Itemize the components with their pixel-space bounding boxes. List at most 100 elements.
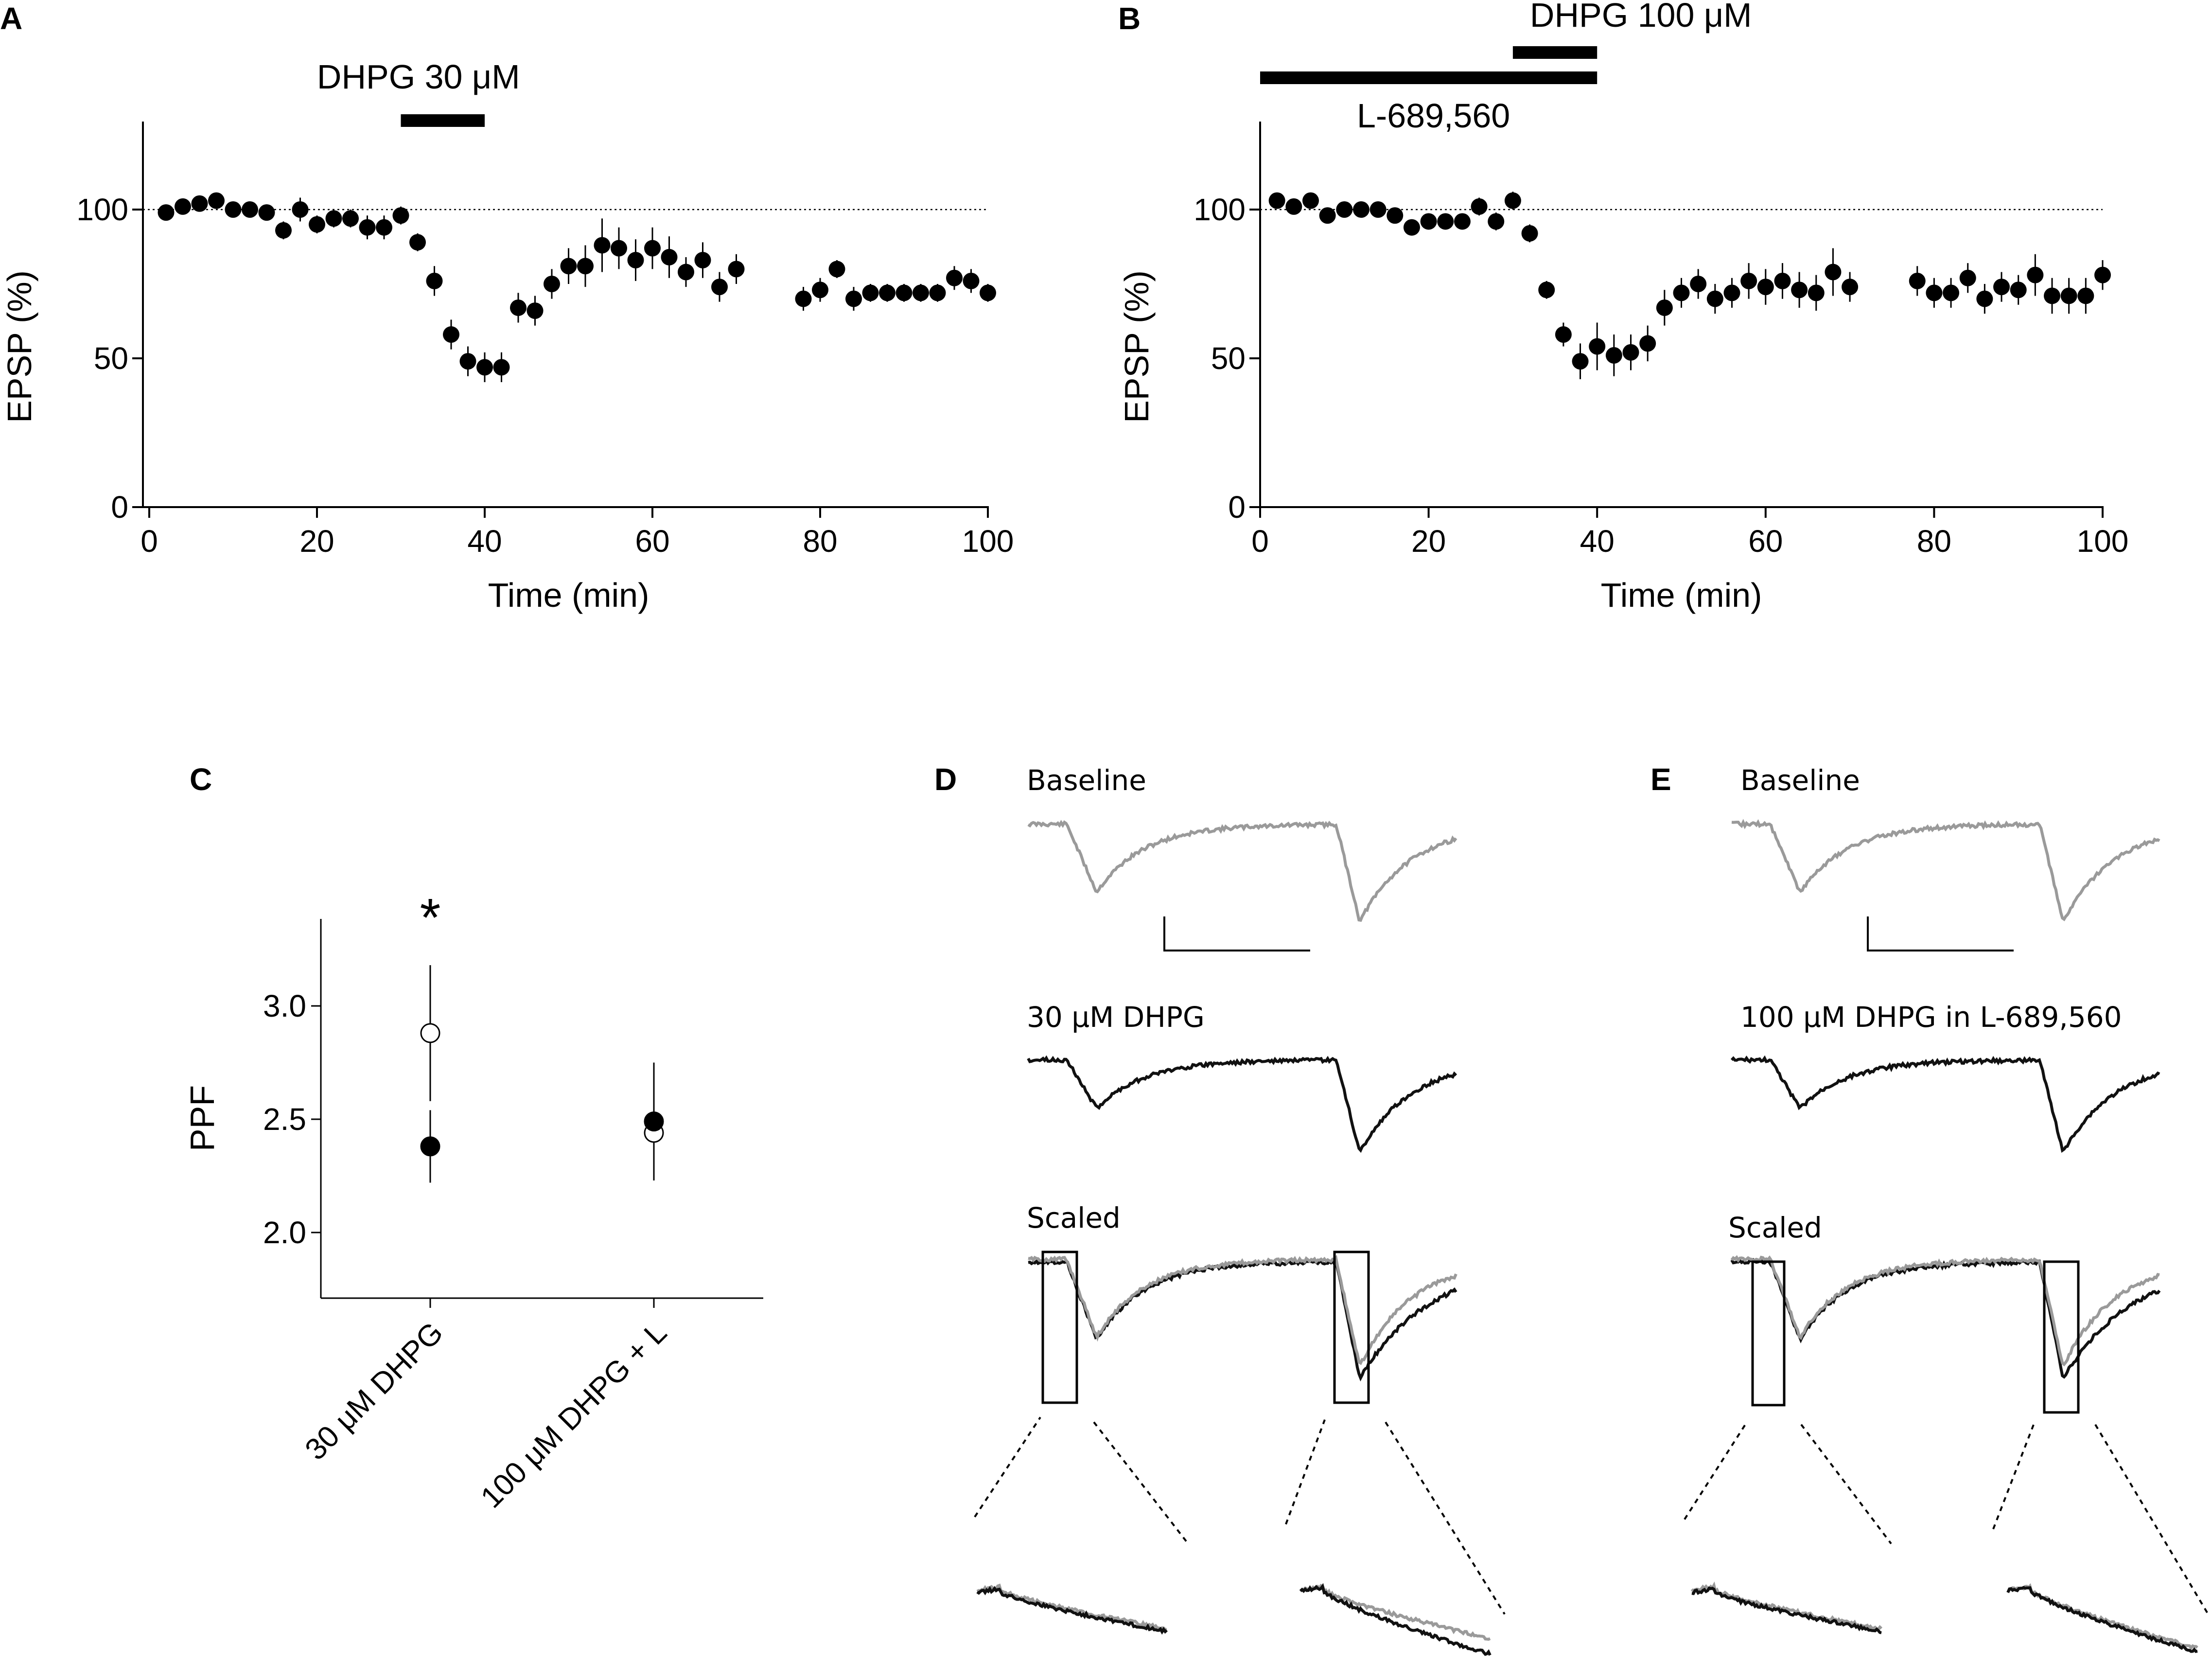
panel-a: A 0 20 40 60 80 100 0 50 100 Time (min) EPSP (%) DH… <box>0 1 1014 614</box>
data-point <box>2077 287 2094 304</box>
data-point <box>913 284 929 301</box>
zoom-guide-line <box>1800 1424 1892 1545</box>
zoom-box <box>1041 1250 1078 1404</box>
data-point <box>627 252 644 269</box>
panel-label-a: A <box>0 1 22 36</box>
x-axis-label: Time (min) <box>1601 576 1762 614</box>
scaled-baseline-trace <box>1028 1254 1457 1365</box>
data-point <box>1690 276 1707 292</box>
data-point <box>1319 207 1336 224</box>
data-point <box>560 258 577 275</box>
data-point <box>594 237 611 254</box>
category-label: 100 μM DHPG + L <box>474 1316 673 1515</box>
drug-trace <box>1027 1055 1457 1153</box>
zoom-guide-line <box>1992 1422 2036 1530</box>
data-point <box>862 284 879 301</box>
data-point <box>711 279 728 296</box>
scaled-baseline-trace <box>1730 1255 2160 1367</box>
data-point <box>728 261 745 278</box>
data-point <box>1673 284 1690 301</box>
data-point <box>1740 272 1757 289</box>
data-point <box>359 219 376 236</box>
data-point <box>1352 201 1369 218</box>
x-tick-label: 80 <box>1917 524 1951 559</box>
y-tick-label: 3.0 <box>263 988 306 1023</box>
data-point <box>242 201 258 218</box>
data-point <box>1656 299 1673 316</box>
open-data-point <box>420 1023 440 1043</box>
zoom-inset-drug-1 <box>1691 1586 1882 1635</box>
zoom-guide-line <box>1285 1419 1326 1525</box>
data-point <box>2044 287 2061 304</box>
data-point <box>1842 279 1859 296</box>
data-point <box>644 240 661 257</box>
data-point <box>342 210 359 227</box>
filled-data-point <box>644 1111 664 1132</box>
data-point <box>1454 213 1471 230</box>
data-point <box>158 204 175 221</box>
zoom-guide-line <box>1684 1424 1746 1520</box>
panel-b: B 0 20 40 60 80 100 0 50 100 Time (min) EPSP (%) DH… <box>1118 0 2128 614</box>
data-point <box>1976 290 1993 307</box>
data-point <box>493 359 510 376</box>
data-point <box>1791 282 1808 299</box>
data-point <box>1420 213 1437 230</box>
data-point <box>828 261 845 278</box>
data-point <box>1538 282 1555 299</box>
data-point <box>208 192 225 209</box>
data-point <box>1993 279 2010 296</box>
data-point <box>1605 347 1622 364</box>
scaled-label-d: Scaled <box>1027 1201 1121 1234</box>
zoom-box <box>1333 1250 1370 1404</box>
y-axis-label: PPF <box>183 1085 221 1151</box>
zoom-inset-drug-2 <box>2006 1585 2198 1653</box>
data-point <box>1302 192 1319 209</box>
x-tick-label: 100 <box>962 524 1014 559</box>
data-point <box>694 252 711 269</box>
y-tick-label: 2.5 <box>263 1102 306 1137</box>
panel-d: D Baseline 30 μM DHPG Scaled <box>934 762 1506 1656</box>
data-point <box>1572 353 1589 370</box>
data-point <box>577 258 594 275</box>
drug-bar-label: DHPG 30 μM <box>317 58 520 96</box>
panel-label-b: B <box>1118 1 1141 36</box>
data-point <box>795 290 812 307</box>
data-point <box>309 216 325 233</box>
zoom-inset-baseline-2 <box>1299 1584 1491 1641</box>
data-point <box>1774 272 1791 289</box>
data-point <box>510 299 527 316</box>
data-point <box>946 269 963 286</box>
drug-bar-label: DHPG 100 μM <box>1530 0 1752 34</box>
data-point <box>678 264 694 281</box>
data-point <box>1471 198 1488 215</box>
y-tick-label: 50 <box>94 341 128 376</box>
data-point <box>1504 192 1521 209</box>
data-point <box>1959 269 1976 286</box>
drug-trace <box>1730 1055 2160 1153</box>
data-point <box>544 276 560 292</box>
data-point <box>1943 284 1960 301</box>
data-point <box>1369 201 1387 218</box>
data-point <box>1521 225 1538 242</box>
data-point <box>929 284 946 301</box>
data-point <box>1622 344 1639 361</box>
y-tick-label: 100 <box>76 192 128 227</box>
data-point <box>661 248 678 265</box>
data-point <box>2010 282 2027 299</box>
epsp-chart-a: 0 20 40 60 80 100 0 50 100 Time (min) EPSP (%) DHPG… <box>0 58 1014 614</box>
x-tick-label: 40 <box>1580 524 1615 559</box>
filled-data-point <box>420 1136 440 1157</box>
data-point <box>2060 287 2077 304</box>
data-point <box>1723 284 1740 301</box>
panel-c: C 2.0 2.5 3.0 PPF 30 μM DHPG 100 μM DHPG + L * <box>183 762 763 1515</box>
y-tick-label: 100 <box>1194 192 1246 227</box>
data-point <box>1926 284 1943 301</box>
data-point <box>527 302 544 319</box>
data-point <box>980 284 996 301</box>
data-point <box>476 359 493 376</box>
zoom-guide-line <box>974 1416 1041 1518</box>
drug-bar-label: L-689,560 <box>1357 97 1510 135</box>
panel-label-c: C <box>190 762 212 797</box>
data-point <box>392 207 409 224</box>
category-label: 30 μM DHPG <box>299 1316 450 1466</box>
